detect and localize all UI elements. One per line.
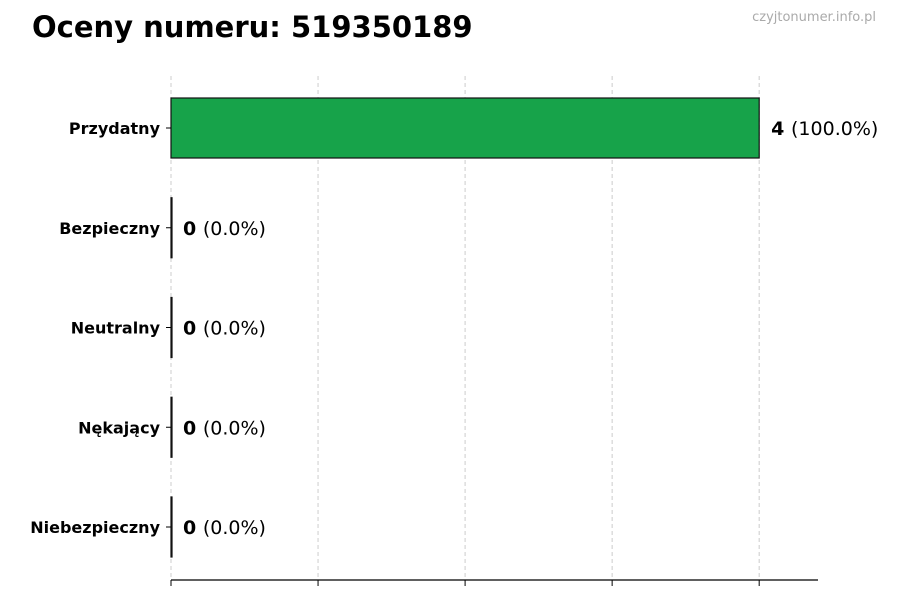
bar bbox=[170, 396, 173, 458]
category-label: Bezpieczny bbox=[59, 219, 160, 238]
bar bbox=[170, 296, 173, 359]
chart-title: Oceny numeru: 519350189 bbox=[32, 10, 473, 44]
category-label: Niebezpieczny bbox=[30, 518, 160, 537]
data-label: 0 (0.0%) bbox=[183, 417, 266, 439]
bar bbox=[170, 197, 173, 259]
category-label: Przydatny bbox=[69, 119, 161, 138]
category-label: Neutralny bbox=[71, 319, 161, 338]
bar bbox=[170, 496, 173, 558]
category-label: Nękający bbox=[78, 418, 160, 437]
data-label: 0 (0.0%) bbox=[183, 218, 266, 240]
data-label: 0 (0.0%) bbox=[183, 517, 266, 539]
data-label: 0 (0.0%) bbox=[183, 318, 266, 340]
watermark: czyjtonumer.info.pl bbox=[752, 10, 876, 25]
bar bbox=[170, 97, 760, 159]
data-label: 4 (100.0%) bbox=[771, 118, 878, 140]
